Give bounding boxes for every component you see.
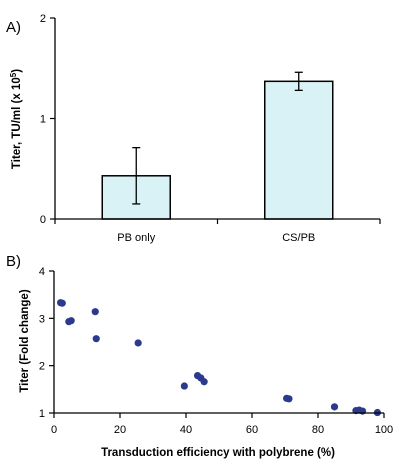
bar-y-tick-label: 1: [40, 114, 46, 126]
error-bar: [294, 71, 303, 92]
scatter-y-axis-title: Titer (Fold change): [19, 289, 31, 392]
scatter-x-tick-label: 40: [180, 424, 192, 436]
panel-label-a: A): [6, 19, 21, 36]
scatter-point: [285, 395, 293, 403]
panel-label-b: B): [6, 253, 21, 270]
scatter-x-tick-label: 100: [375, 424, 393, 436]
scatter-point: [180, 382, 188, 390]
scatter-y-tick-label: 4: [39, 266, 45, 278]
bar-category-label: PB only: [117, 232, 155, 244]
scatter-x-tick-label: 0: [51, 424, 57, 436]
scatter-point: [91, 308, 99, 316]
bar-cs-pb: [264, 80, 334, 220]
bar-category-label: CS/PB: [282, 232, 315, 244]
scatter-y-tick-label: 3: [39, 313, 45, 325]
scatter-x-axis-title: Transduction efficiency with polybrene (…: [101, 447, 335, 459]
scatter-point: [330, 403, 339, 411]
scatter-point: [92, 335, 100, 343]
error-bar: [132, 146, 141, 205]
bar-chart-panel-a: A) Titer, TU/ml (x 105) 0 1 2 PB only CS/PB: [6, 13, 381, 244]
scatter-point: [67, 317, 75, 325]
scatter-point: [58, 299, 66, 307]
scatter-y-tick-label: 1: [39, 408, 45, 420]
scatter-point: [200, 378, 208, 386]
scatter-x-tick-label: 60: [246, 424, 258, 436]
scatter-point: [134, 339, 142, 347]
bar-y-tick-label: 2: [40, 13, 46, 25]
bar-y-tick-label: 0: [40, 214, 46, 226]
scatter-y-tick-label: 2: [39, 361, 45, 373]
scatter-x-tick-label: 80: [312, 424, 324, 436]
scatter-chart-panel-b: B) Titer (Fold change) Transduction effi…: [6, 253, 393, 459]
scatter-x-tick-label: 20: [114, 424, 126, 436]
bar-y-axis-title: Titer, TU/ml (x 105): [9, 69, 24, 169]
